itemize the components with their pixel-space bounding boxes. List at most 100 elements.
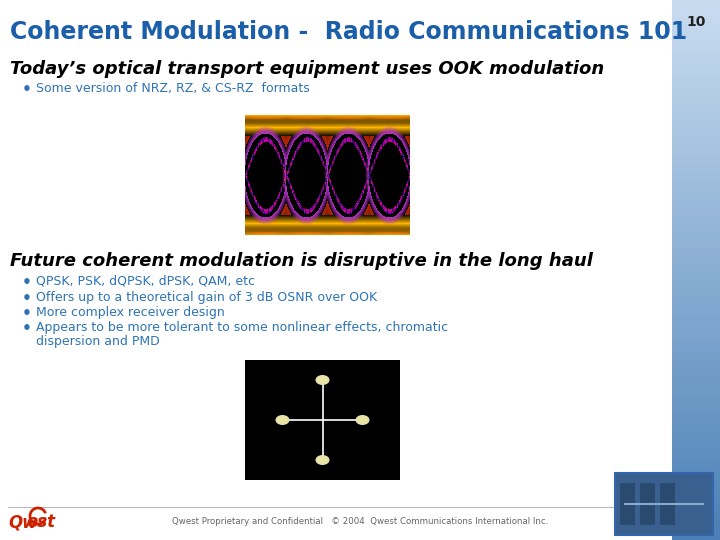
Bar [672, 505, 720, 508]
Bar [672, 143, 720, 146]
Text: Qwest Proprietary and Confidential   © 2004  Qwest Communications International : Qwest Proprietary and Confidential © 200… [172, 517, 548, 526]
Text: Some version of NRZ, RZ, & CS-RZ  formats: Some version of NRZ, RZ, & CS-RZ formats [36, 82, 310, 95]
Bar [672, 486, 720, 489]
Bar [672, 24, 720, 28]
Bar [672, 81, 720, 84]
Bar [672, 297, 720, 300]
Bar [660, 483, 675, 525]
Bar [672, 100, 720, 103]
Bar [672, 200, 720, 203]
Bar [672, 370, 720, 373]
Bar [672, 416, 720, 419]
Bar [672, 154, 720, 157]
Bar [672, 373, 720, 376]
Bar [672, 46, 720, 49]
Bar [672, 394, 720, 397]
Bar [672, 400, 720, 403]
Bar [672, 65, 720, 68]
Bar [672, 235, 720, 238]
Bar [672, 362, 720, 365]
Bar [672, 192, 720, 195]
Bar [672, 356, 720, 360]
Bar [672, 197, 720, 200]
Bar [672, 459, 720, 462]
Bar [672, 38, 720, 41]
Bar [672, 170, 720, 173]
Bar [672, 259, 720, 262]
Bar [672, 35, 720, 38]
Bar [672, 122, 720, 125]
Bar [672, 73, 720, 76]
Bar [672, 119, 720, 122]
Bar [672, 273, 720, 276]
Bar [672, 208, 720, 211]
Ellipse shape [356, 415, 369, 425]
Bar [672, 138, 720, 141]
Bar [672, 16, 720, 19]
Bar [672, 537, 720, 540]
Bar [672, 354, 720, 357]
Bar [672, 181, 720, 184]
Bar [672, 435, 720, 438]
Ellipse shape [315, 455, 330, 465]
Bar [245, 360, 400, 480]
Text: QPSK, PSK, dQPSK, dPSK, QAM, etc: QPSK, PSK, dQPSK, dPSK, QAM, etc [36, 275, 255, 288]
Bar [672, 103, 720, 106]
Bar [640, 483, 655, 525]
Ellipse shape [315, 375, 330, 385]
Bar [672, 332, 720, 335]
Bar [672, 300, 720, 303]
Bar [672, 286, 720, 289]
Bar [672, 30, 720, 33]
Text: Coherent Modulation -  Radio Communications 101: Coherent Modulation - Radio Communicatio… [10, 20, 687, 44]
Text: •: • [22, 306, 32, 321]
Bar [672, 516, 720, 519]
Bar [672, 343, 720, 346]
Bar [672, 40, 720, 44]
Bar [672, 148, 720, 152]
Bar [672, 265, 720, 268]
Bar [672, 43, 720, 46]
Bar [672, 97, 720, 100]
Bar [672, 124, 720, 127]
Bar [672, 202, 720, 206]
Bar [672, 405, 720, 408]
Bar [672, 70, 720, 73]
Bar [672, 313, 720, 316]
Bar [672, 84, 720, 87]
Bar [672, 329, 720, 333]
Bar [672, 305, 720, 308]
Bar [672, 54, 720, 57]
Bar [672, 308, 720, 311]
Bar [672, 157, 720, 160]
Bar [672, 275, 720, 279]
Bar [672, 246, 720, 249]
Bar [672, 0, 720, 3]
Text: Today’s optical transport equipment uses OOK modulation: Today’s optical transport equipment uses… [10, 60, 604, 78]
Bar [672, 321, 720, 325]
Bar [672, 186, 720, 190]
Bar [672, 327, 720, 330]
Bar [672, 232, 720, 235]
Bar [672, 184, 720, 187]
Bar [672, 267, 720, 271]
Bar [672, 427, 720, 430]
Bar [672, 111, 720, 114]
Bar [672, 364, 720, 368]
Bar [672, 418, 720, 422]
Bar [672, 113, 720, 117]
Bar [672, 340, 720, 343]
Bar [672, 219, 720, 222]
Bar [672, 51, 720, 55]
Text: est: est [26, 513, 55, 531]
Bar [672, 367, 720, 370]
Bar [672, 76, 720, 79]
Bar [672, 294, 720, 298]
Bar [672, 173, 720, 176]
Bar [672, 440, 720, 443]
Bar [672, 375, 720, 379]
Bar [672, 132, 720, 136]
Bar [672, 289, 720, 292]
Bar [672, 108, 720, 111]
Bar [672, 146, 720, 149]
